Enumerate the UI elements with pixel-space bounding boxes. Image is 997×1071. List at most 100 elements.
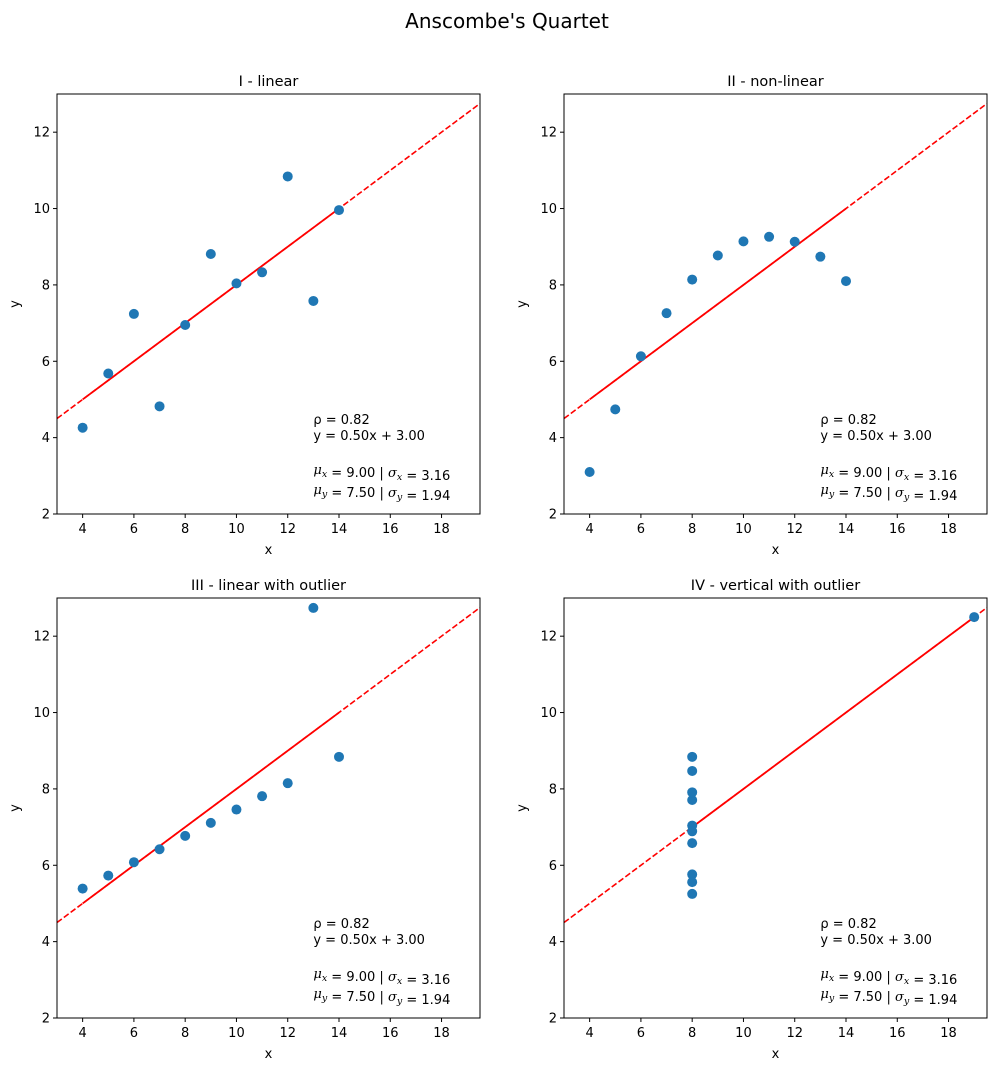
data-point [635,351,646,362]
data-point [334,751,344,762]
subplot-title: IV - vertical with outlier [691,578,860,594]
y-tick-label: 12 [33,630,50,645]
data-point [712,250,723,261]
data-point [257,267,268,278]
data-point [687,787,698,798]
data-point [231,278,242,289]
y-tick-label: 10 [33,706,50,721]
x-tick-label: 18 [940,522,957,537]
x-tick-label: 12 [786,522,803,537]
x-tick-label: 8 [688,1026,696,1041]
data-point [77,883,88,894]
data-point [841,276,851,287]
equation-text: y = 0.50x + 3.00 [313,933,425,948]
data-point [205,817,216,828]
data-point [103,870,114,881]
data-point [154,401,165,412]
x-tick-label: 18 [433,522,450,537]
data-point [584,467,595,477]
data-point [789,236,800,247]
y-tick-label: 4 [549,935,557,950]
fit-line-solid [691,616,975,828]
data-point [308,295,319,306]
subplot-title: II - non-linear [727,74,824,90]
y-tick-label: 2 [549,508,557,523]
x-tick-label: 8 [688,522,696,537]
y-tick-label: 10 [33,202,50,217]
x-stats-text: μx = 9.00 | σx = 3.16 [313,967,450,988]
y-axis-label: y [515,804,530,812]
x-stats-text: μx = 9.00 | σx = 3.16 [313,463,450,484]
stats-annotation: ρ = 0.82y = 0.50x + 3.00 μx = 9.00 | σx =… [820,413,957,504]
subplot-1: I - linear 4 6 8 10 12 14 16 18 2 4 6 8 10 12 x y ρ = 0.8… [8,74,481,558]
data-point [334,205,344,216]
data-point [764,231,775,242]
y-tick-label: 4 [42,431,50,446]
x-tick-label: 6 [637,522,645,537]
data-point [231,804,242,815]
axes-frame [56,597,481,1019]
y-tick-label: 12 [33,126,50,141]
data-point [687,838,698,849]
data-point [154,844,165,855]
y-axis-label: y [515,300,530,308]
subplot-2: II - non-linear 4 6 8 10 12 14 16 18 2 4 6 8 10 12 x y ρ … [515,74,988,558]
equation-text: y = 0.50x + 3.00 [820,429,932,444]
x-tick-label: 8 [181,522,189,537]
data-point [687,794,698,805]
data-point [738,236,749,247]
y-stats-text: μy = 7.50 | σy = 1.94 [313,483,450,504]
data-point [180,320,191,330]
axes-frame [563,93,988,515]
correlation-text: ρ = 0.82 [820,413,876,428]
data-point [815,251,826,262]
x-tick-label: 8 [181,1026,189,1041]
x-axis-label: x [772,543,780,558]
data-point [205,248,216,259]
y-tick-label: 6 [549,859,557,874]
subplot-3: III - linear with outlier 4 6 8 10 12 14 16 18 2 4… [8,578,481,1062]
fit-line-solid [589,207,847,401]
y-stats-text: μy = 7.50 | σy = 1.94 [820,483,957,504]
y-tick-label: 2 [42,1012,50,1027]
x-tick-label: 4 [585,522,593,537]
x-tick-label: 12 [279,522,296,537]
data-point [687,888,698,899]
equation-text: y = 0.50x + 3.00 [820,933,932,948]
data-point [661,308,672,319]
x-axis-label: x [265,543,273,558]
axes-frame [563,597,988,1019]
x-tick-label: 14 [838,1026,855,1041]
equation-text: y = 0.50x + 3.00 [313,429,425,444]
y-tick-label: 6 [42,355,50,370]
y-tick-label: 4 [549,431,557,446]
x-tick-label: 16 [382,522,399,537]
x-tick-label: 14 [331,1026,348,1041]
x-tick-label: 16 [889,1026,906,1041]
x-axis-label: x [772,1047,780,1062]
x-tick-label: 4 [78,1026,86,1041]
subplot-4: IV - vertical with outlier 4 6 8 10 12 14 16 18 2… [515,578,988,1062]
x-tick-label: 4 [78,522,86,537]
data-point [687,877,698,888]
x-tick-label: 4 [585,1026,593,1041]
data-point [180,830,191,841]
stats-annotation: ρ = 0.82y = 0.50x + 3.00 μx = 9.00 | σx =… [313,413,450,504]
fit-line-solid [82,207,340,401]
stats-annotation: ρ = 0.82y = 0.50x + 3.00 μx = 9.00 | σx =… [313,917,450,1008]
data-point [687,274,698,285]
data-point [687,765,698,776]
data-point [257,791,268,802]
correlation-text: ρ = 0.82 [313,917,369,932]
x-tick-label: 6 [130,1026,138,1041]
x-tick-label: 16 [889,522,906,537]
stats-annotation: ρ = 0.82y = 0.50x + 3.00 μx = 9.00 | σx =… [820,917,957,1008]
x-tick-label: 10 [735,1026,752,1041]
x-stats-text: μx = 9.00 | σx = 3.16 [820,967,957,988]
correlation-text: ρ = 0.82 [313,413,369,428]
data-point [610,404,621,415]
data-point [282,778,293,789]
y-tick-label: 8 [42,782,50,797]
x-axis-label: x [265,1047,273,1062]
x-tick-label: 6 [637,1026,645,1041]
